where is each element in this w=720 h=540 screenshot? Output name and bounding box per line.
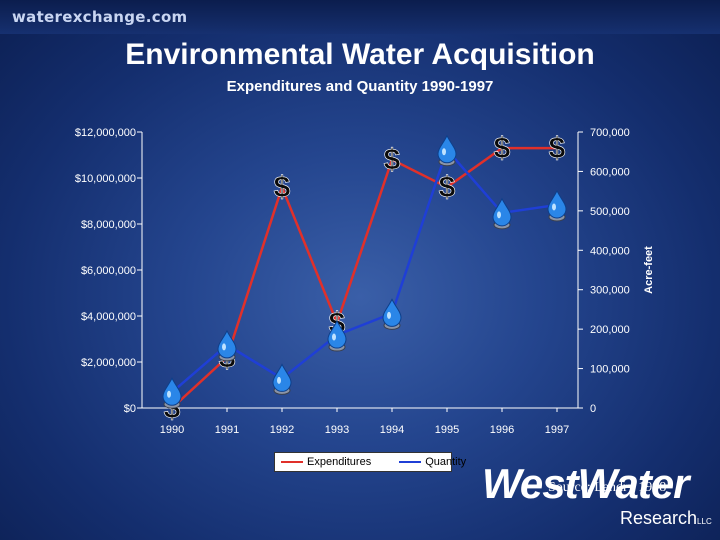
chart-subtitle: Expenditures and Quantity 1990-1997 bbox=[226, 78, 494, 95]
legend-label-quantity: Quantity bbox=[425, 456, 467, 468]
logo-word: WestWater bbox=[482, 460, 690, 507]
left-tick-label: $8,000,000 bbox=[81, 219, 136, 231]
legend: Expenditures Quantity bbox=[274, 452, 466, 472]
quantity-point bbox=[272, 363, 292, 395]
right-tick-label: 100,000 bbox=[590, 364, 630, 376]
left-tick-label: $12,000,000 bbox=[75, 127, 136, 139]
quantity-point bbox=[547, 189, 567, 222]
left-tick-label: $10,000,000 bbox=[75, 173, 136, 185]
logo-sub-text: Research bbox=[620, 508, 698, 528]
right-tick-label: 400,000 bbox=[590, 245, 630, 257]
x-tick-label: 1991 bbox=[215, 424, 239, 436]
right-tick-label: 600,000 bbox=[590, 166, 630, 178]
right-tick-label: 300,000 bbox=[590, 285, 630, 297]
legend-label-expenditures: Expenditures bbox=[307, 456, 372, 468]
right-tick-label: 200,000 bbox=[590, 324, 630, 336]
westwater-logo: WestWater ResearchLLC bbox=[482, 460, 712, 532]
x-tick-label: 1990 bbox=[160, 424, 184, 436]
quantity-point bbox=[327, 319, 347, 352]
x-tick-label: 1996 bbox=[490, 424, 514, 436]
right-tick-label: 0 bbox=[590, 403, 596, 415]
logo-sub: ResearchLLC bbox=[620, 508, 712, 529]
logo-llc: LLC bbox=[697, 517, 712, 526]
quantity-point bbox=[492, 197, 512, 230]
right-axis-label: Acre-feet bbox=[643, 246, 655, 294]
legend-item-quantity: Quantity bbox=[399, 456, 466, 468]
quantity-point bbox=[382, 298, 402, 330]
x-tick-label: 1997 bbox=[545, 424, 569, 436]
legend-item-expenditures: Expenditures bbox=[281, 456, 371, 468]
legend-swatch-expenditures bbox=[281, 461, 303, 463]
expenditure-point: $ bbox=[439, 171, 456, 204]
expenditure-point: $ bbox=[494, 132, 511, 165]
source-note: Source: Landry 1998 bbox=[548, 480, 667, 495]
quantity-point bbox=[217, 329, 237, 362]
expenditure-point: $ bbox=[274, 171, 291, 204]
expenditure-point: $ bbox=[384, 144, 401, 177]
x-tick-label: 1995 bbox=[435, 424, 459, 436]
left-tick-label: $4,000,000 bbox=[81, 311, 136, 323]
x-tick-label: 1993 bbox=[325, 424, 349, 436]
x-tick-label: 1992 bbox=[270, 424, 294, 436]
right-tick-label: 500,000 bbox=[590, 206, 630, 218]
x-tick-label: 1994 bbox=[380, 424, 404, 436]
series-line-expenditures bbox=[171, 146, 557, 409]
left-tick-label: $6,000,000 bbox=[81, 265, 136, 277]
site-name: waterexchange.com bbox=[12, 8, 188, 26]
left-tick-label: $0 bbox=[124, 403, 136, 415]
left-tick-label: $2,000,000 bbox=[81, 357, 136, 369]
chart-title: Environmental Water Acquisition bbox=[125, 38, 595, 71]
legend-swatch-quantity bbox=[399, 461, 422, 463]
expenditure-point: $ bbox=[549, 132, 566, 165]
right-tick-label: 700,000 bbox=[590, 127, 630, 139]
top-bar: waterexchange.com bbox=[0, 0, 720, 34]
quantity-point bbox=[162, 377, 182, 409]
quantity-point bbox=[437, 134, 457, 167]
